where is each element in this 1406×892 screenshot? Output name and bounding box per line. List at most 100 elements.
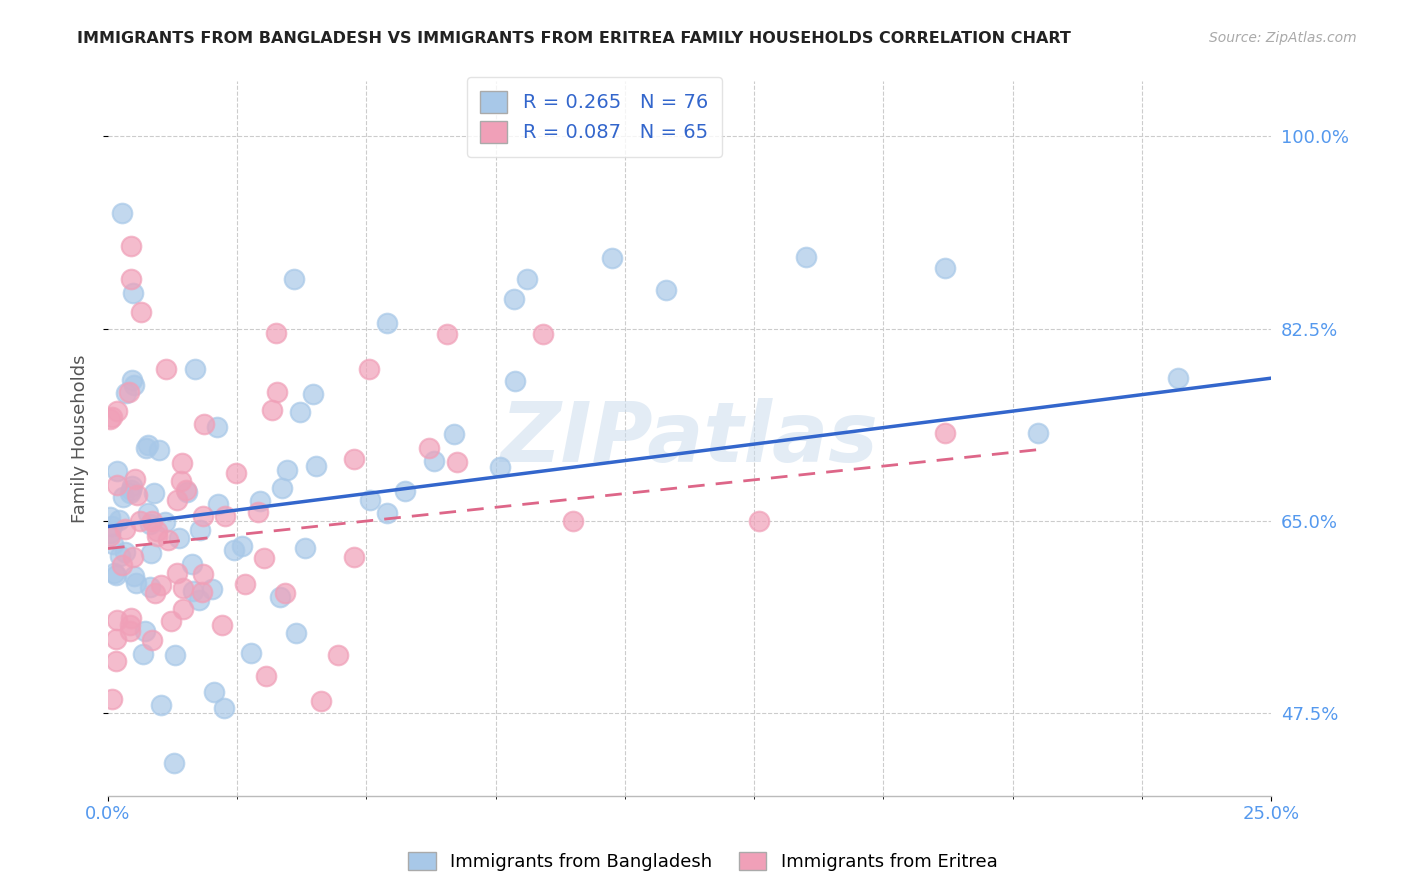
Point — [326, 648, 349, 663]
Point — [247, 505, 270, 519]
Point — [294, 541, 316, 556]
Point — [375, 506, 398, 520]
Point — [305, 459, 328, 474]
Point — [149, 578, 172, 592]
Point — [188, 592, 211, 607]
Point — [176, 485, 198, 500]
Point — [600, 251, 623, 265]
Point — [1167, 371, 1189, 385]
Point — [260, 403, 283, 417]
Point — [111, 206, 134, 220]
Point — [794, 250, 817, 264]
Point — [375, 316, 398, 330]
Point — [125, 576, 148, 591]
Point — [172, 602, 194, 616]
Point — [134, 624, 156, 638]
Point — [225, 467, 247, 481]
Point — [254, 669, 277, 683]
Point — [934, 426, 956, 441]
Point — [141, 546, 163, 560]
Point — [359, 493, 381, 508]
Point — [276, 463, 298, 477]
Point — [489, 460, 512, 475]
Point — [446, 455, 468, 469]
Point — [129, 305, 152, 319]
Point — [136, 437, 159, 451]
Point — [183, 362, 205, 376]
Text: ZIPatlas: ZIPatlas — [501, 398, 879, 479]
Point — [125, 488, 148, 502]
Point — [155, 362, 177, 376]
Point — [124, 472, 146, 486]
Point — [103, 537, 125, 551]
Point — [264, 326, 287, 341]
Text: Source: ZipAtlas.com: Source: ZipAtlas.com — [1209, 31, 1357, 45]
Point — [239, 646, 262, 660]
Point — [120, 272, 142, 286]
Point — [118, 486, 141, 500]
Point — [1028, 426, 1050, 441]
Point — [394, 484, 416, 499]
Point — [114, 545, 136, 559]
Point — [122, 569, 145, 583]
Point — [357, 362, 380, 376]
Point — [143, 586, 166, 600]
Point — [283, 272, 305, 286]
Point — [302, 386, 325, 401]
Point — [201, 582, 224, 596]
Point — [139, 517, 162, 532]
Point — [224, 542, 246, 557]
Point — [266, 385, 288, 400]
Point — [142, 485, 165, 500]
Point — [174, 483, 197, 498]
Point — [249, 493, 271, 508]
Point — [562, 514, 585, 528]
Point — [343, 452, 366, 467]
Point — [111, 558, 134, 573]
Point — [122, 286, 145, 301]
Point — [121, 373, 143, 387]
Point — [443, 427, 465, 442]
Point — [202, 685, 225, 699]
Point — [120, 610, 142, 624]
Point — [105, 478, 128, 492]
Point — [655, 283, 678, 297]
Point — [270, 481, 292, 495]
Point — [163, 756, 186, 770]
Point — [101, 691, 124, 706]
Point — [107, 512, 129, 526]
Point — [122, 549, 145, 564]
Point — [136, 506, 159, 520]
Point — [132, 648, 155, 662]
Point — [211, 617, 233, 632]
Point — [108, 549, 131, 563]
Point — [112, 490, 135, 504]
Point — [148, 442, 170, 457]
Point — [135, 441, 157, 455]
Point — [934, 261, 956, 276]
Point — [505, 374, 527, 388]
Point — [105, 464, 128, 478]
Point — [101, 518, 124, 533]
Point — [172, 581, 194, 595]
Point — [167, 531, 190, 545]
Point — [233, 577, 256, 591]
Point — [214, 508, 236, 523]
Text: IMMIGRANTS FROM BANGLADESH VS IMMIGRANTS FROM ERITREA FAMILY HOUSEHOLDS CORRELAT: IMMIGRANTS FROM BANGLADESH VS IMMIGRANTS… — [77, 31, 1071, 46]
Point — [100, 525, 122, 540]
Point — [98, 510, 121, 524]
Point — [205, 420, 228, 434]
Point — [166, 492, 188, 507]
Point — [191, 585, 214, 599]
Point — [107, 404, 129, 418]
Legend: Immigrants from Bangladesh, Immigrants from Eritrea: Immigrants from Bangladesh, Immigrants f… — [401, 845, 1005, 879]
Point — [121, 479, 143, 493]
Point — [214, 701, 236, 715]
Point — [141, 514, 163, 528]
Point — [288, 404, 311, 418]
Point — [141, 632, 163, 647]
Point — [120, 624, 142, 639]
Point — [423, 454, 446, 468]
Point — [183, 583, 205, 598]
Point — [160, 615, 183, 629]
